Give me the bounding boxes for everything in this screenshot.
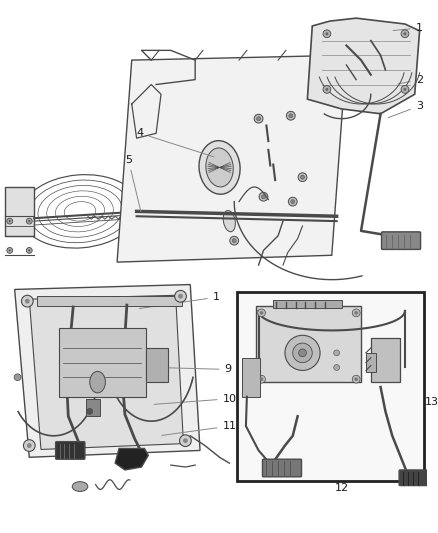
Circle shape <box>183 438 188 443</box>
Circle shape <box>9 249 11 252</box>
Circle shape <box>7 247 13 253</box>
Ellipse shape <box>199 141 240 194</box>
Circle shape <box>254 114 263 123</box>
Circle shape <box>286 111 295 120</box>
Circle shape <box>23 440 35 451</box>
Circle shape <box>291 200 295 204</box>
Circle shape <box>293 343 312 362</box>
Ellipse shape <box>223 211 235 232</box>
Text: 2: 2 <box>398 75 423 85</box>
Bar <box>273 300 342 308</box>
Circle shape <box>352 375 360 383</box>
Text: 10: 10 <box>154 394 237 405</box>
Bar <box>146 348 168 382</box>
Circle shape <box>7 218 13 224</box>
Circle shape <box>323 30 331 38</box>
Circle shape <box>403 33 406 35</box>
Circle shape <box>27 443 32 448</box>
Circle shape <box>354 377 358 381</box>
Bar <box>371 338 400 382</box>
Circle shape <box>323 85 331 93</box>
FancyBboxPatch shape <box>262 459 301 477</box>
Circle shape <box>25 298 30 304</box>
Circle shape <box>87 408 93 414</box>
Bar <box>256 306 361 382</box>
Circle shape <box>230 236 239 245</box>
Ellipse shape <box>72 482 88 491</box>
Circle shape <box>354 311 358 314</box>
Ellipse shape <box>206 148 233 187</box>
Bar <box>237 293 424 481</box>
Circle shape <box>180 435 191 447</box>
Ellipse shape <box>90 372 106 393</box>
Bar <box>242 358 260 397</box>
Circle shape <box>403 88 406 91</box>
Circle shape <box>289 114 293 118</box>
Circle shape <box>401 85 409 93</box>
Circle shape <box>9 220 11 222</box>
Bar <box>366 353 376 373</box>
Circle shape <box>334 350 339 356</box>
Circle shape <box>28 249 30 252</box>
Polygon shape <box>29 295 184 449</box>
FancyBboxPatch shape <box>399 470 428 486</box>
Circle shape <box>261 195 265 199</box>
Text: 4: 4 <box>137 128 214 157</box>
Text: 7: 7 <box>237 325 261 336</box>
Circle shape <box>258 375 265 383</box>
Circle shape <box>299 349 307 357</box>
Text: 3: 3 <box>388 101 423 118</box>
Circle shape <box>298 173 307 182</box>
Text: 1: 1 <box>393 23 423 33</box>
Text: 8: 8 <box>237 345 261 355</box>
Circle shape <box>257 117 261 120</box>
Circle shape <box>26 218 32 224</box>
Circle shape <box>260 311 263 314</box>
Circle shape <box>300 175 304 179</box>
Circle shape <box>21 295 33 307</box>
Circle shape <box>325 33 328 35</box>
Text: 6: 6 <box>237 308 261 319</box>
Circle shape <box>285 335 320 370</box>
Bar <box>37 296 181 306</box>
Text: 1: 1 <box>139 292 220 309</box>
Circle shape <box>401 30 409 38</box>
FancyBboxPatch shape <box>381 232 420 249</box>
Circle shape <box>232 239 236 243</box>
Circle shape <box>28 220 30 222</box>
Circle shape <box>260 377 263 381</box>
Circle shape <box>259 192 268 201</box>
Text: 12: 12 <box>335 483 349 494</box>
Polygon shape <box>117 55 346 262</box>
Circle shape <box>258 309 265 317</box>
Circle shape <box>352 309 360 317</box>
Circle shape <box>178 294 183 298</box>
Circle shape <box>14 374 21 381</box>
Text: 11: 11 <box>162 421 237 435</box>
Text: 13: 13 <box>401 388 438 407</box>
Bar <box>59 328 146 397</box>
Text: 5: 5 <box>125 155 141 212</box>
Polygon shape <box>115 448 148 470</box>
FancyBboxPatch shape <box>5 187 34 236</box>
Polygon shape <box>307 18 420 114</box>
Circle shape <box>26 247 32 253</box>
Circle shape <box>334 365 339 370</box>
Circle shape <box>288 197 297 206</box>
Circle shape <box>325 88 328 91</box>
Polygon shape <box>14 285 200 457</box>
Text: 9: 9 <box>159 365 232 375</box>
Bar <box>86 399 99 416</box>
FancyBboxPatch shape <box>56 442 85 459</box>
Circle shape <box>175 290 187 302</box>
